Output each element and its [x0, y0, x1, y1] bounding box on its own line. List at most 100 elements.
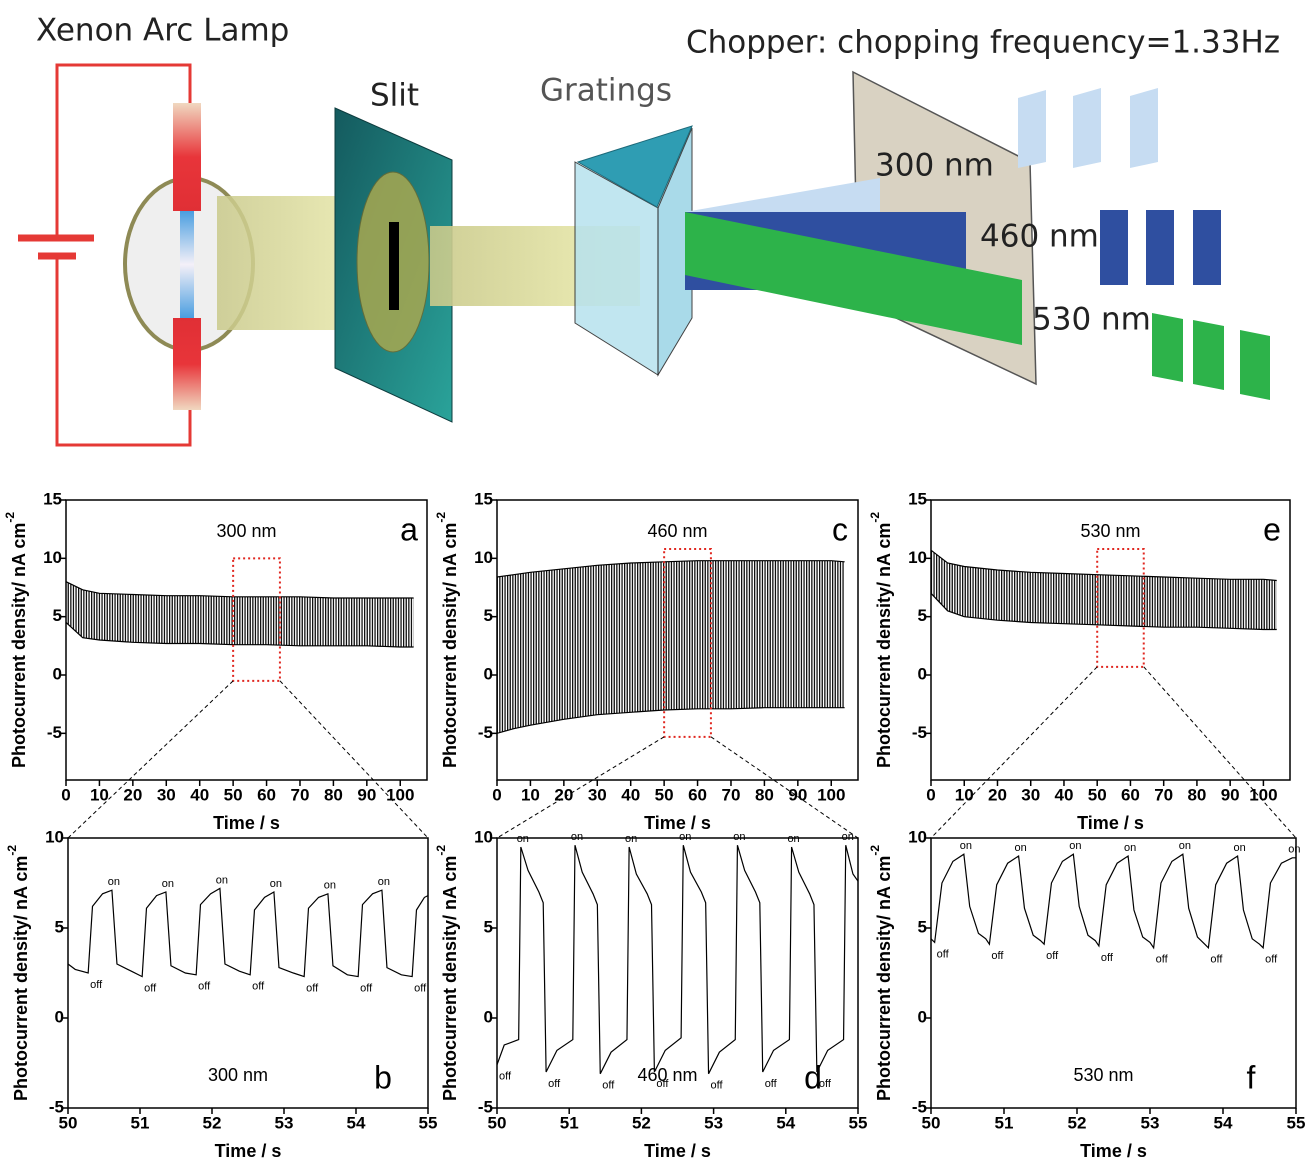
- on-label: on: [324, 880, 336, 892]
- chopped-pulse: [1100, 210, 1128, 285]
- on-label: on: [1014, 842, 1026, 854]
- x-tick-label: 52: [632, 1113, 651, 1132]
- y-tick-label: 0: [53, 664, 62, 683]
- wavelength-annotation: 300 nm: [216, 521, 276, 541]
- y-axis-title-text: Photocurrent density/ nA cm: [874, 523, 894, 768]
- x-tick-label: 40: [190, 785, 209, 804]
- on-label: on: [270, 878, 282, 890]
- y-tick-label: 5: [484, 606, 493, 625]
- y-axis-title: Photocurrent density/ nA cm-2: [3, 512, 29, 768]
- chopped-pulse: [1130, 88, 1158, 168]
- chopped-pulse: [1193, 210, 1221, 285]
- y-tick-label: 10: [474, 548, 493, 567]
- y-axis-title-superscript: -2: [434, 512, 448, 523]
- x-tick-label: 0: [61, 785, 70, 804]
- chopper-label: Chopper: chopping frequency=1.33Hz: [686, 25, 1280, 61]
- y-axis-title: Photocurrent density/ nA cm-2: [868, 845, 894, 1101]
- x-axis-title: Time / s: [1080, 1141, 1147, 1161]
- x-tick-label: 52: [203, 1113, 222, 1132]
- y-tick-label: 0: [918, 664, 927, 683]
- electrode: [173, 318, 201, 410]
- x-axis-title: Time / s: [215, 1141, 282, 1161]
- on-label: on: [1124, 842, 1136, 854]
- current-line: [68, 888, 428, 976]
- on-label: on: [571, 831, 583, 843]
- y-tick-label: 5: [484, 917, 493, 936]
- chopped-pulse: [1146, 210, 1174, 285]
- y-tick-label: 0: [484, 664, 493, 683]
- x-tick-label: 50: [224, 785, 243, 804]
- off-label: off: [90, 979, 103, 991]
- plot-frame: [931, 500, 1290, 780]
- wavelength-annotation: 530 nm: [1073, 1065, 1133, 1085]
- x-tick-label: 55: [419, 1113, 438, 1132]
- off-label: off: [499, 1071, 512, 1083]
- x-tick-label: 53: [704, 1113, 723, 1132]
- x-tick-label: 80: [755, 785, 774, 804]
- y-axis-title-text: Photocurrent density/ nA cm: [9, 523, 29, 768]
- y-axis-title-superscript: -2: [5, 845, 19, 856]
- x-axis-title: Time / s: [644, 813, 711, 833]
- oscillation-band: [66, 582, 414, 647]
- y-tick-label: 5: [918, 917, 927, 936]
- on-label: on: [517, 833, 529, 845]
- panel-label: e: [1263, 511, 1281, 547]
- x-tick-label: 70: [1154, 785, 1173, 804]
- lamp-label: Xenon Arc Lamp: [36, 13, 289, 49]
- x-tick-label: 51: [995, 1113, 1014, 1132]
- off-label: off: [765, 1078, 778, 1090]
- x-tick-label: 20: [988, 785, 1007, 804]
- y-axis-title-superscript: -2: [868, 512, 882, 523]
- on-label: on: [1179, 840, 1191, 852]
- x-tick-label: 40: [621, 785, 640, 804]
- off-label: off: [198, 981, 211, 993]
- x-tick-label: 54: [776, 1113, 795, 1132]
- x-tick-label: 70: [722, 785, 741, 804]
- on-label: on: [625, 833, 637, 845]
- x-tick-label: 30: [1021, 785, 1040, 804]
- off-label: off: [1101, 952, 1114, 964]
- on-label: on: [216, 874, 228, 886]
- x-tick-label: 0: [492, 785, 501, 804]
- x-tick-label: 50: [1088, 785, 1107, 804]
- x-tick-label: 80: [1187, 785, 1206, 804]
- off-label: off: [602, 1080, 615, 1092]
- chopped-pulse: [1018, 90, 1046, 168]
- x-tick-label: 50: [655, 785, 674, 804]
- y-tick-label: 10: [45, 827, 64, 846]
- panel-label: f: [1247, 1059, 1256, 1095]
- beam-label: 530 nm: [1032, 302, 1151, 338]
- wavelength-annotation: 460 nm: [637, 1065, 697, 1085]
- off-label: off: [414, 983, 427, 995]
- off-label: off: [1046, 950, 1059, 962]
- figure: Xenon Arc Lamp Slit Gratings Chopper: ch…: [0, 0, 1307, 1169]
- x-tick-label: 60: [688, 785, 707, 804]
- plot-area: [66, 582, 414, 647]
- setup-diagram: Xenon Arc Lamp Slit Gratings Chopper: ch…: [18, 13, 1280, 446]
- chopped-pulse: [1152, 313, 1183, 382]
- x-tick-label: 54: [347, 1113, 366, 1132]
- x-tick-label: 100: [386, 785, 414, 804]
- x-axis-title: Time / s: [1077, 813, 1144, 833]
- beam-300: [685, 178, 880, 212]
- wavelength-annotation: 460 nm: [647, 521, 707, 541]
- x-tick-label: 90: [1221, 785, 1240, 804]
- chart-panel: -50510150102030405060708090100Time / sPh…: [868, 489, 1296, 838]
- off-label: off: [711, 1080, 724, 1092]
- x-tick-label: 30: [157, 785, 176, 804]
- x-tick-label: 10: [955, 785, 974, 804]
- chopped-pulse: [1193, 320, 1224, 390]
- x-tick-label: 100: [1249, 785, 1277, 804]
- x-tick-label: 50: [922, 1113, 941, 1132]
- y-tick-label: 0: [484, 1007, 493, 1026]
- zoom-connector: [68, 681, 233, 838]
- current-line: [931, 854, 1296, 948]
- on-label: on: [787, 833, 799, 845]
- y-tick-label: 15: [908, 489, 927, 508]
- on-label: on: [108, 876, 120, 888]
- chart-panel: -50510150102030405060708090100Time / sPh…: [3, 489, 428, 838]
- x-tick-label: 54: [1214, 1113, 1233, 1132]
- y-tick-label: 0: [55, 1007, 64, 1026]
- x-tick-label: 20: [554, 785, 573, 804]
- wavelength-annotation: 300 nm: [208, 1065, 268, 1085]
